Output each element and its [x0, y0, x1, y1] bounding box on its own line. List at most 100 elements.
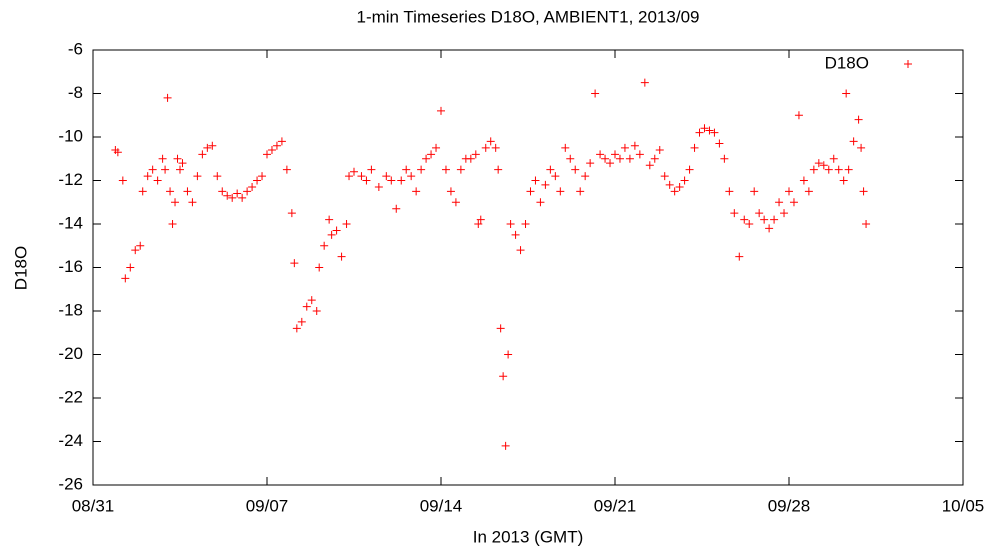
- point: [248, 183, 257, 192]
- point: [750, 187, 759, 196]
- point: [675, 183, 684, 192]
- point: [171, 198, 180, 207]
- point: [606, 159, 615, 168]
- point: [441, 165, 450, 174]
- y-axis-label: D18O: [11, 246, 30, 290]
- point: [412, 187, 421, 196]
- point: [121, 274, 130, 283]
- point: [178, 159, 187, 168]
- point: [635, 150, 644, 159]
- point: [799, 176, 808, 185]
- point: [193, 172, 202, 181]
- point: [834, 165, 843, 174]
- point: [571, 165, 580, 174]
- point: [161, 165, 170, 174]
- x-axis-label: In 2013 (GMT): [473, 527, 584, 546]
- point: [302, 302, 311, 311]
- point: [794, 111, 803, 120]
- y-tick-label: -16: [58, 257, 83, 276]
- point: [292, 324, 301, 333]
- point: [760, 215, 769, 224]
- legend-label: D18O: [825, 53, 869, 72]
- point: [407, 172, 416, 181]
- point: [126, 263, 135, 272]
- y-tick-label: -26: [58, 474, 83, 493]
- point: [566, 154, 575, 163]
- point: [620, 143, 629, 152]
- point: [839, 176, 848, 185]
- point: [596, 150, 605, 159]
- point: [655, 146, 664, 155]
- point: [680, 176, 689, 185]
- point: [501, 441, 510, 450]
- point: [417, 165, 426, 174]
- point: [374, 183, 383, 192]
- point: [862, 220, 871, 228]
- point: [253, 176, 262, 185]
- point: [136, 241, 145, 250]
- y-tick-label: -14: [58, 213, 83, 232]
- y-tick-label: -10: [58, 126, 83, 145]
- point: [143, 172, 152, 181]
- point: [367, 165, 376, 174]
- point: [720, 154, 729, 163]
- point: [312, 307, 321, 315]
- point: [166, 187, 175, 196]
- y-tick-label: -24: [58, 431, 83, 450]
- point: [849, 137, 858, 146]
- point: [208, 141, 217, 150]
- point: [700, 124, 709, 133]
- point: [432, 143, 441, 152]
- point: [362, 176, 371, 185]
- x-tick-label: 08/31: [72, 496, 115, 515]
- point: [173, 154, 182, 163]
- point: [203, 143, 212, 152]
- point: [456, 165, 465, 174]
- point: [561, 143, 570, 152]
- y-tick-label: -8: [68, 83, 83, 102]
- point: [685, 165, 694, 174]
- point: [168, 220, 177, 228]
- point: [476, 215, 485, 224]
- point: [153, 176, 162, 185]
- point: [387, 176, 396, 185]
- point: [824, 165, 833, 174]
- point: [287, 209, 296, 218]
- legend-marker: [904, 60, 912, 68]
- point: [556, 187, 565, 196]
- point: [586, 159, 595, 168]
- point: [282, 165, 291, 174]
- point: [809, 165, 818, 174]
- point: [775, 198, 784, 207]
- point: [496, 324, 505, 333]
- point: [397, 176, 406, 185]
- point: [770, 215, 779, 224]
- point: [148, 165, 157, 174]
- point: [272, 141, 281, 150]
- point: [345, 172, 354, 181]
- plot-border: [92, 49, 964, 486]
- point: [581, 172, 590, 181]
- point: [615, 154, 624, 163]
- point: [765, 224, 774, 233]
- point: [198, 150, 207, 159]
- point: [531, 176, 540, 185]
- y-tick-label: -22: [58, 387, 83, 406]
- point: [138, 187, 147, 196]
- point: [427, 150, 436, 159]
- point: [188, 198, 197, 207]
- point: [337, 252, 346, 261]
- point: [350, 167, 358, 176]
- point: [504, 350, 513, 359]
- point: [705, 126, 714, 135]
- point: [601, 154, 610, 163]
- point: [546, 165, 555, 174]
- point: [466, 154, 475, 163]
- point: [238, 193, 247, 202]
- point: [158, 154, 167, 163]
- point: [290, 259, 299, 268]
- point: [277, 137, 286, 146]
- point: [297, 317, 306, 326]
- point: [307, 296, 316, 305]
- point: [325, 215, 334, 224]
